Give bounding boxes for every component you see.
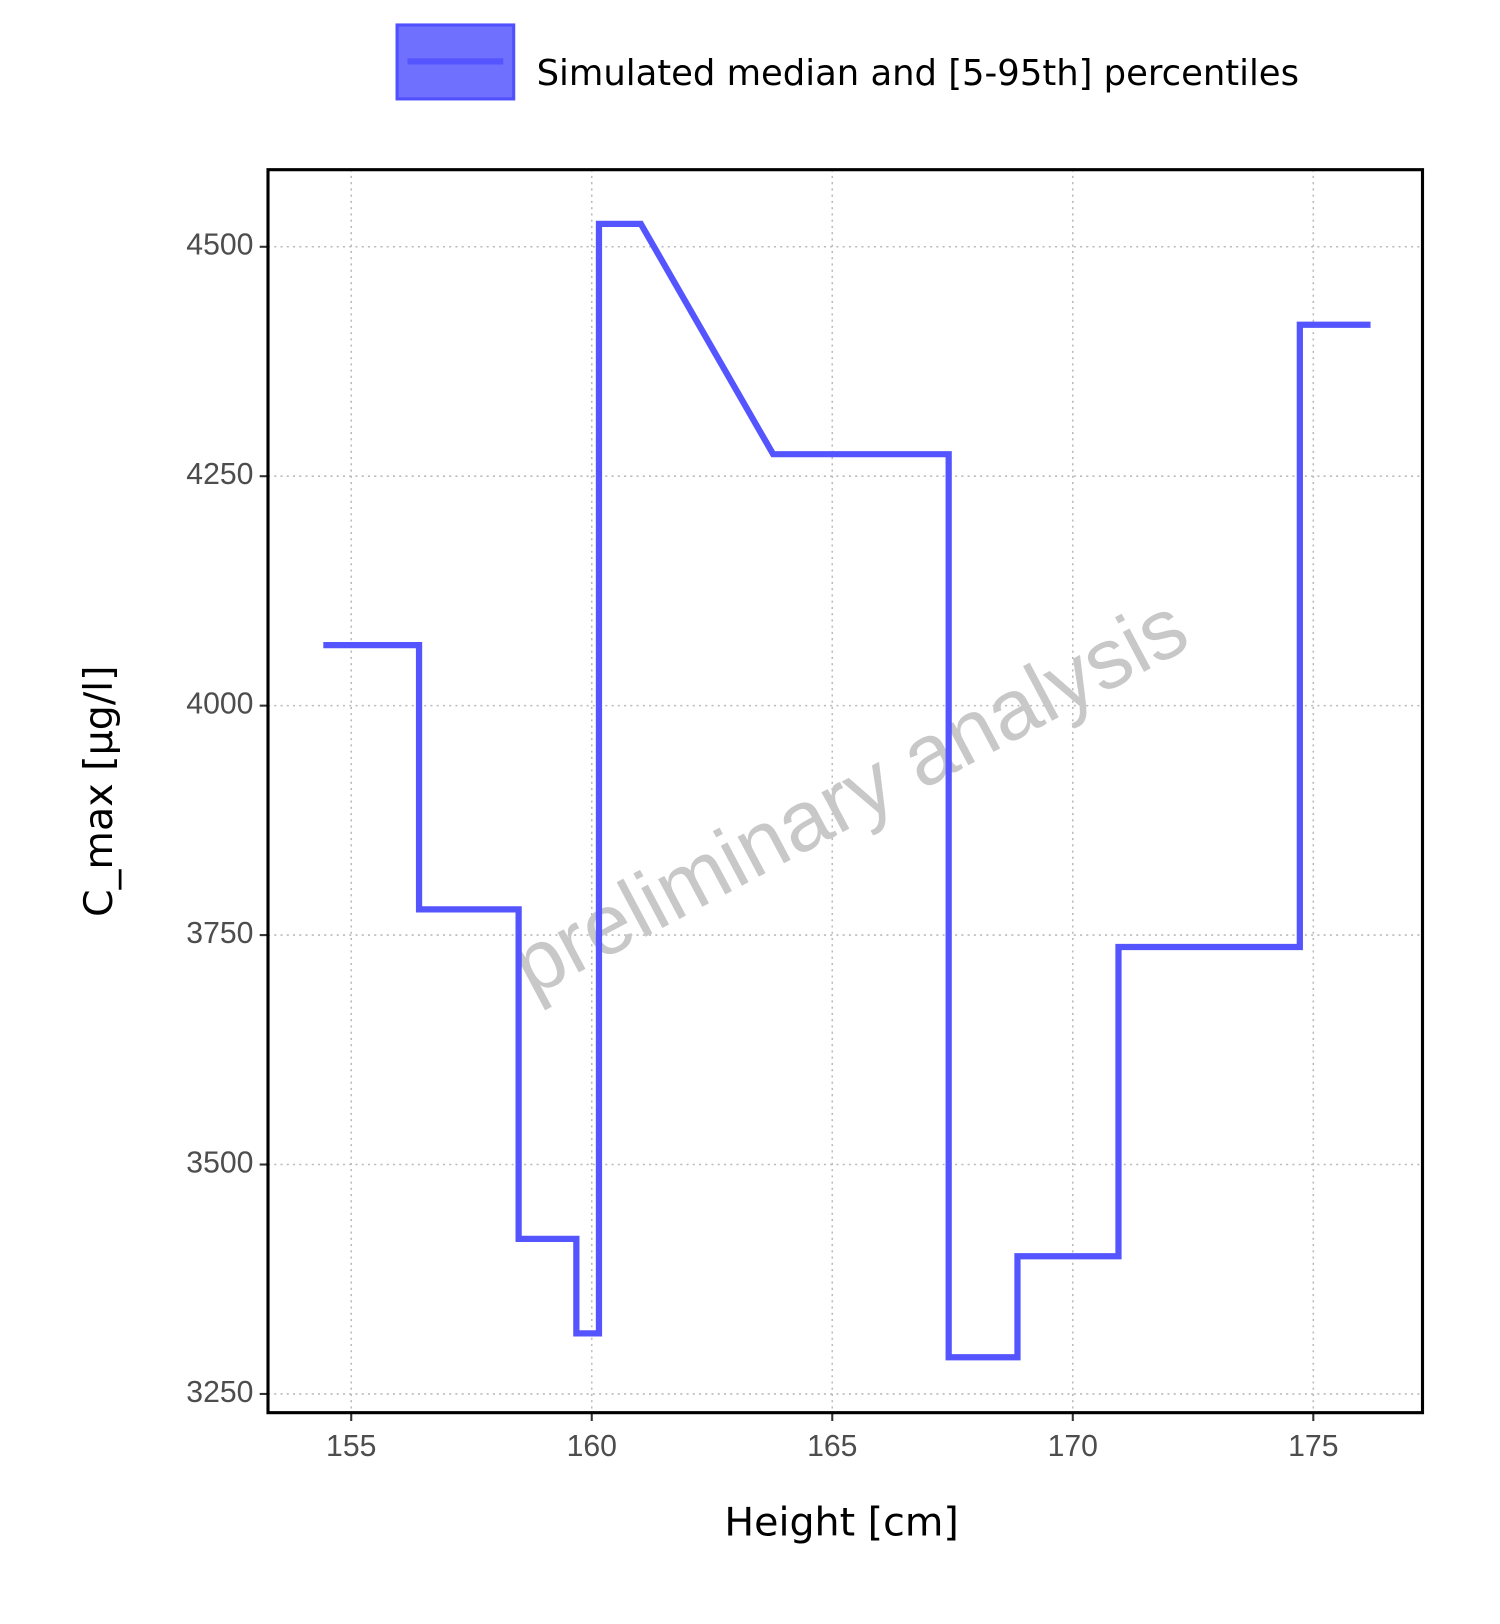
x-axis-title: Height [cm] — [724, 1500, 958, 1546]
y-tick-label: 3250 — [186, 1376, 253, 1409]
y-tick-label: 3500 — [186, 1146, 253, 1179]
legend-label: Simulated median and [5-95th] percentile… — [537, 53, 1299, 94]
y-tick-label: 4000 — [186, 688, 253, 721]
y-tick-label: 3750 — [186, 917, 253, 950]
y-tick-label: 4500 — [186, 229, 253, 262]
x-tick-label: 160 — [567, 1430, 617, 1463]
x-tick-label: 175 — [1288, 1430, 1338, 1463]
plot-frame — [266, 168, 1425, 1415]
data-line — [323, 220, 1371, 1361]
x-tick-label: 165 — [807, 1430, 857, 1463]
y-axis-title: C_max [µg/l] — [76, 665, 122, 917]
y-tick-label: 4250 — [186, 458, 253, 491]
x-tick-label: 155 — [326, 1430, 376, 1463]
x-tick-label: 170 — [1048, 1430, 1098, 1463]
